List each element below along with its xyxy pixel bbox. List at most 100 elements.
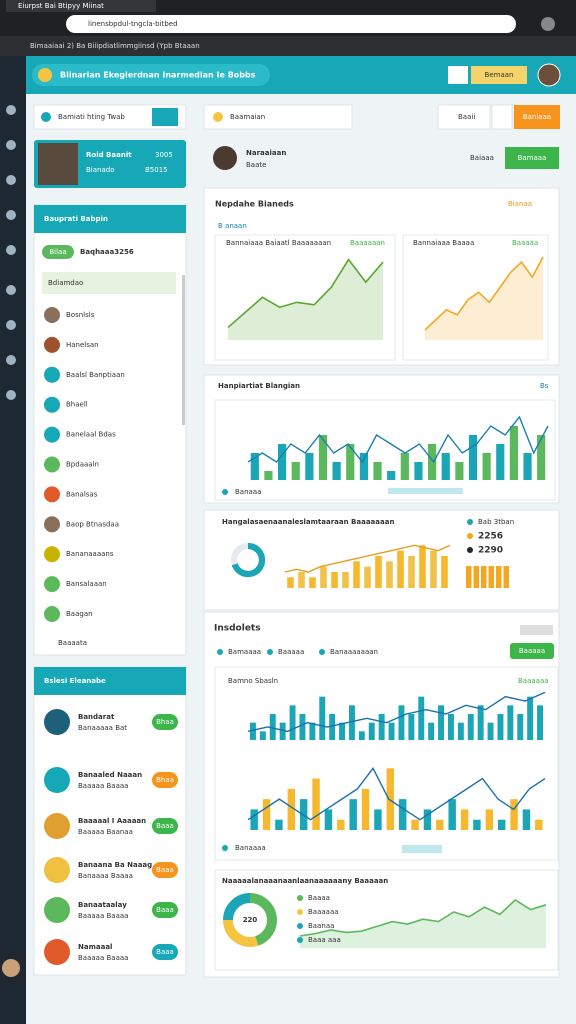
menu-active[interactable] bbox=[42, 272, 176, 294]
item-badge[interactable] bbox=[152, 714, 178, 730]
menu-item[interactable]: Bosnlsls bbox=[66, 311, 95, 319]
bar bbox=[428, 444, 437, 480]
tab[interactable]: Bamaaaa bbox=[228, 648, 261, 656]
profile-sub: Bianado bbox=[86, 166, 115, 174]
card-title: Hangalasaenaanaleslamtaaraan Baaaaaaan bbox=[222, 518, 394, 526]
card-action[interactable]: Bs bbox=[540, 382, 549, 390]
item-badge[interactable] bbox=[152, 944, 178, 960]
action-button[interactable] bbox=[514, 105, 560, 129]
card-action[interactable]: Bianaa bbox=[508, 200, 532, 208]
menu-item[interactable]: Baalsl Banptiaan bbox=[66, 371, 125, 379]
bar bbox=[309, 577, 316, 588]
nav-icon[interactable] bbox=[6, 175, 16, 185]
bar bbox=[342, 572, 349, 588]
legend-dot bbox=[467, 547, 473, 553]
menu-item[interactable]: Bansalaaan bbox=[66, 580, 107, 588]
title-pill bbox=[32, 64, 270, 86]
bar bbox=[318, 435, 328, 480]
menu-footer: Baaaata bbox=[58, 639, 87, 647]
bar bbox=[408, 556, 415, 588]
header-button-label: Bemaan bbox=[485, 71, 514, 79]
item-icon bbox=[44, 897, 70, 923]
item-badge[interactable] bbox=[152, 818, 178, 834]
scrollbar[interactable] bbox=[182, 275, 185, 425]
tab[interactable]: Banaaaaaaan bbox=[330, 648, 378, 656]
legend-dot bbox=[222, 845, 228, 851]
profile-stat: B5015 bbox=[145, 166, 168, 174]
menu-item[interactable]: Bpdaaaln bbox=[66, 461, 99, 469]
chart-panel bbox=[402, 234, 549, 361]
bar bbox=[291, 462, 300, 480]
nav-icon[interactable] bbox=[6, 105, 16, 115]
nav-icon[interactable] bbox=[6, 210, 16, 220]
bar bbox=[324, 809, 333, 830]
mini-button[interactable] bbox=[520, 625, 553, 635]
legend-dot bbox=[297, 937, 303, 943]
menu-item[interactable]: Bananaaaans bbox=[66, 550, 114, 558]
browser-avatar[interactable] bbox=[541, 17, 555, 31]
nav-avatar[interactable] bbox=[2, 959, 20, 977]
tab[interactable]: Baaaaa bbox=[278, 648, 304, 656]
legend: Baaa aaa bbox=[308, 936, 341, 944]
toolbar-search-label: Baamaian bbox=[230, 113, 265, 121]
bar bbox=[331, 572, 338, 588]
nav-icon[interactable] bbox=[6, 285, 16, 295]
bar bbox=[523, 453, 532, 480]
menu-item[interactable]: Hanelsan bbox=[66, 341, 99, 349]
nav-icon[interactable] bbox=[6, 320, 16, 330]
bar bbox=[378, 714, 385, 740]
bar bbox=[447, 714, 454, 740]
bar bbox=[510, 799, 518, 830]
chart-panel bbox=[214, 234, 396, 361]
bar bbox=[368, 722, 375, 740]
item-badge[interactable] bbox=[152, 772, 178, 788]
bar bbox=[269, 714, 276, 740]
nav-icon[interactable] bbox=[6, 245, 16, 255]
tab-icon bbox=[319, 649, 325, 655]
url-bar[interactable] bbox=[66, 15, 516, 33]
filter-button[interactable] bbox=[437, 104, 491, 130]
user-button[interactable] bbox=[505, 147, 559, 169]
avatar[interactable] bbox=[537, 63, 561, 87]
legend-dot bbox=[297, 923, 303, 929]
menu-item[interactable]: Baagan bbox=[66, 610, 93, 618]
item-badge[interactable] bbox=[152, 902, 178, 918]
user-button-label: Bamaaa bbox=[518, 154, 547, 162]
search-button[interactable] bbox=[152, 108, 178, 126]
bar bbox=[358, 731, 365, 740]
toolbar-search[interactable] bbox=[203, 104, 353, 130]
bar bbox=[332, 462, 341, 480]
bar bbox=[419, 545, 426, 588]
item-sub: Baaaaa Baaaa bbox=[78, 954, 128, 962]
bar bbox=[482, 453, 491, 480]
menu-icon bbox=[44, 366, 60, 383]
icon-button[interactable] bbox=[491, 104, 513, 130]
menu-item[interactable]: Baop Btnasdaa bbox=[66, 520, 119, 528]
nav-icon[interactable] bbox=[6, 140, 16, 150]
legend: 2256 bbox=[478, 532, 503, 542]
line bbox=[227, 258, 384, 329]
nav-icon[interactable] bbox=[6, 390, 16, 400]
header-title: Blinarian Ekegierdnan Inarmedian Ie Bobb… bbox=[60, 71, 256, 80]
nav-icon[interactable] bbox=[6, 355, 16, 365]
side-panel-title: Bslesi Eleanabe bbox=[44, 677, 106, 685]
menu-item[interactable]: Banelaal Bdas bbox=[66, 431, 116, 439]
menu-icon bbox=[44, 336, 60, 353]
menu-tag[interactable] bbox=[42, 245, 74, 259]
menu-icon bbox=[44, 486, 60, 503]
section-button[interactable] bbox=[510, 643, 554, 659]
bar bbox=[348, 705, 355, 740]
header-button[interactable] bbox=[471, 66, 527, 84]
icon-button[interactable] bbox=[448, 66, 468, 84]
bar bbox=[457, 722, 464, 740]
bar bbox=[375, 556, 382, 588]
menu-item[interactable]: Banalsas bbox=[66, 490, 98, 498]
chart-title: Bamno Sbasln bbox=[228, 677, 278, 685]
item-badge[interactable] bbox=[152, 862, 178, 878]
user-tag: Baiaaa bbox=[470, 154, 494, 162]
tab[interactable] bbox=[6, 0, 156, 12]
menu-item[interactable]: Bhaell bbox=[66, 401, 88, 409]
chart-label: Baaaaaan bbox=[350, 239, 385, 247]
legend: Baaaa bbox=[308, 894, 330, 902]
item-icon bbox=[44, 939, 70, 965]
